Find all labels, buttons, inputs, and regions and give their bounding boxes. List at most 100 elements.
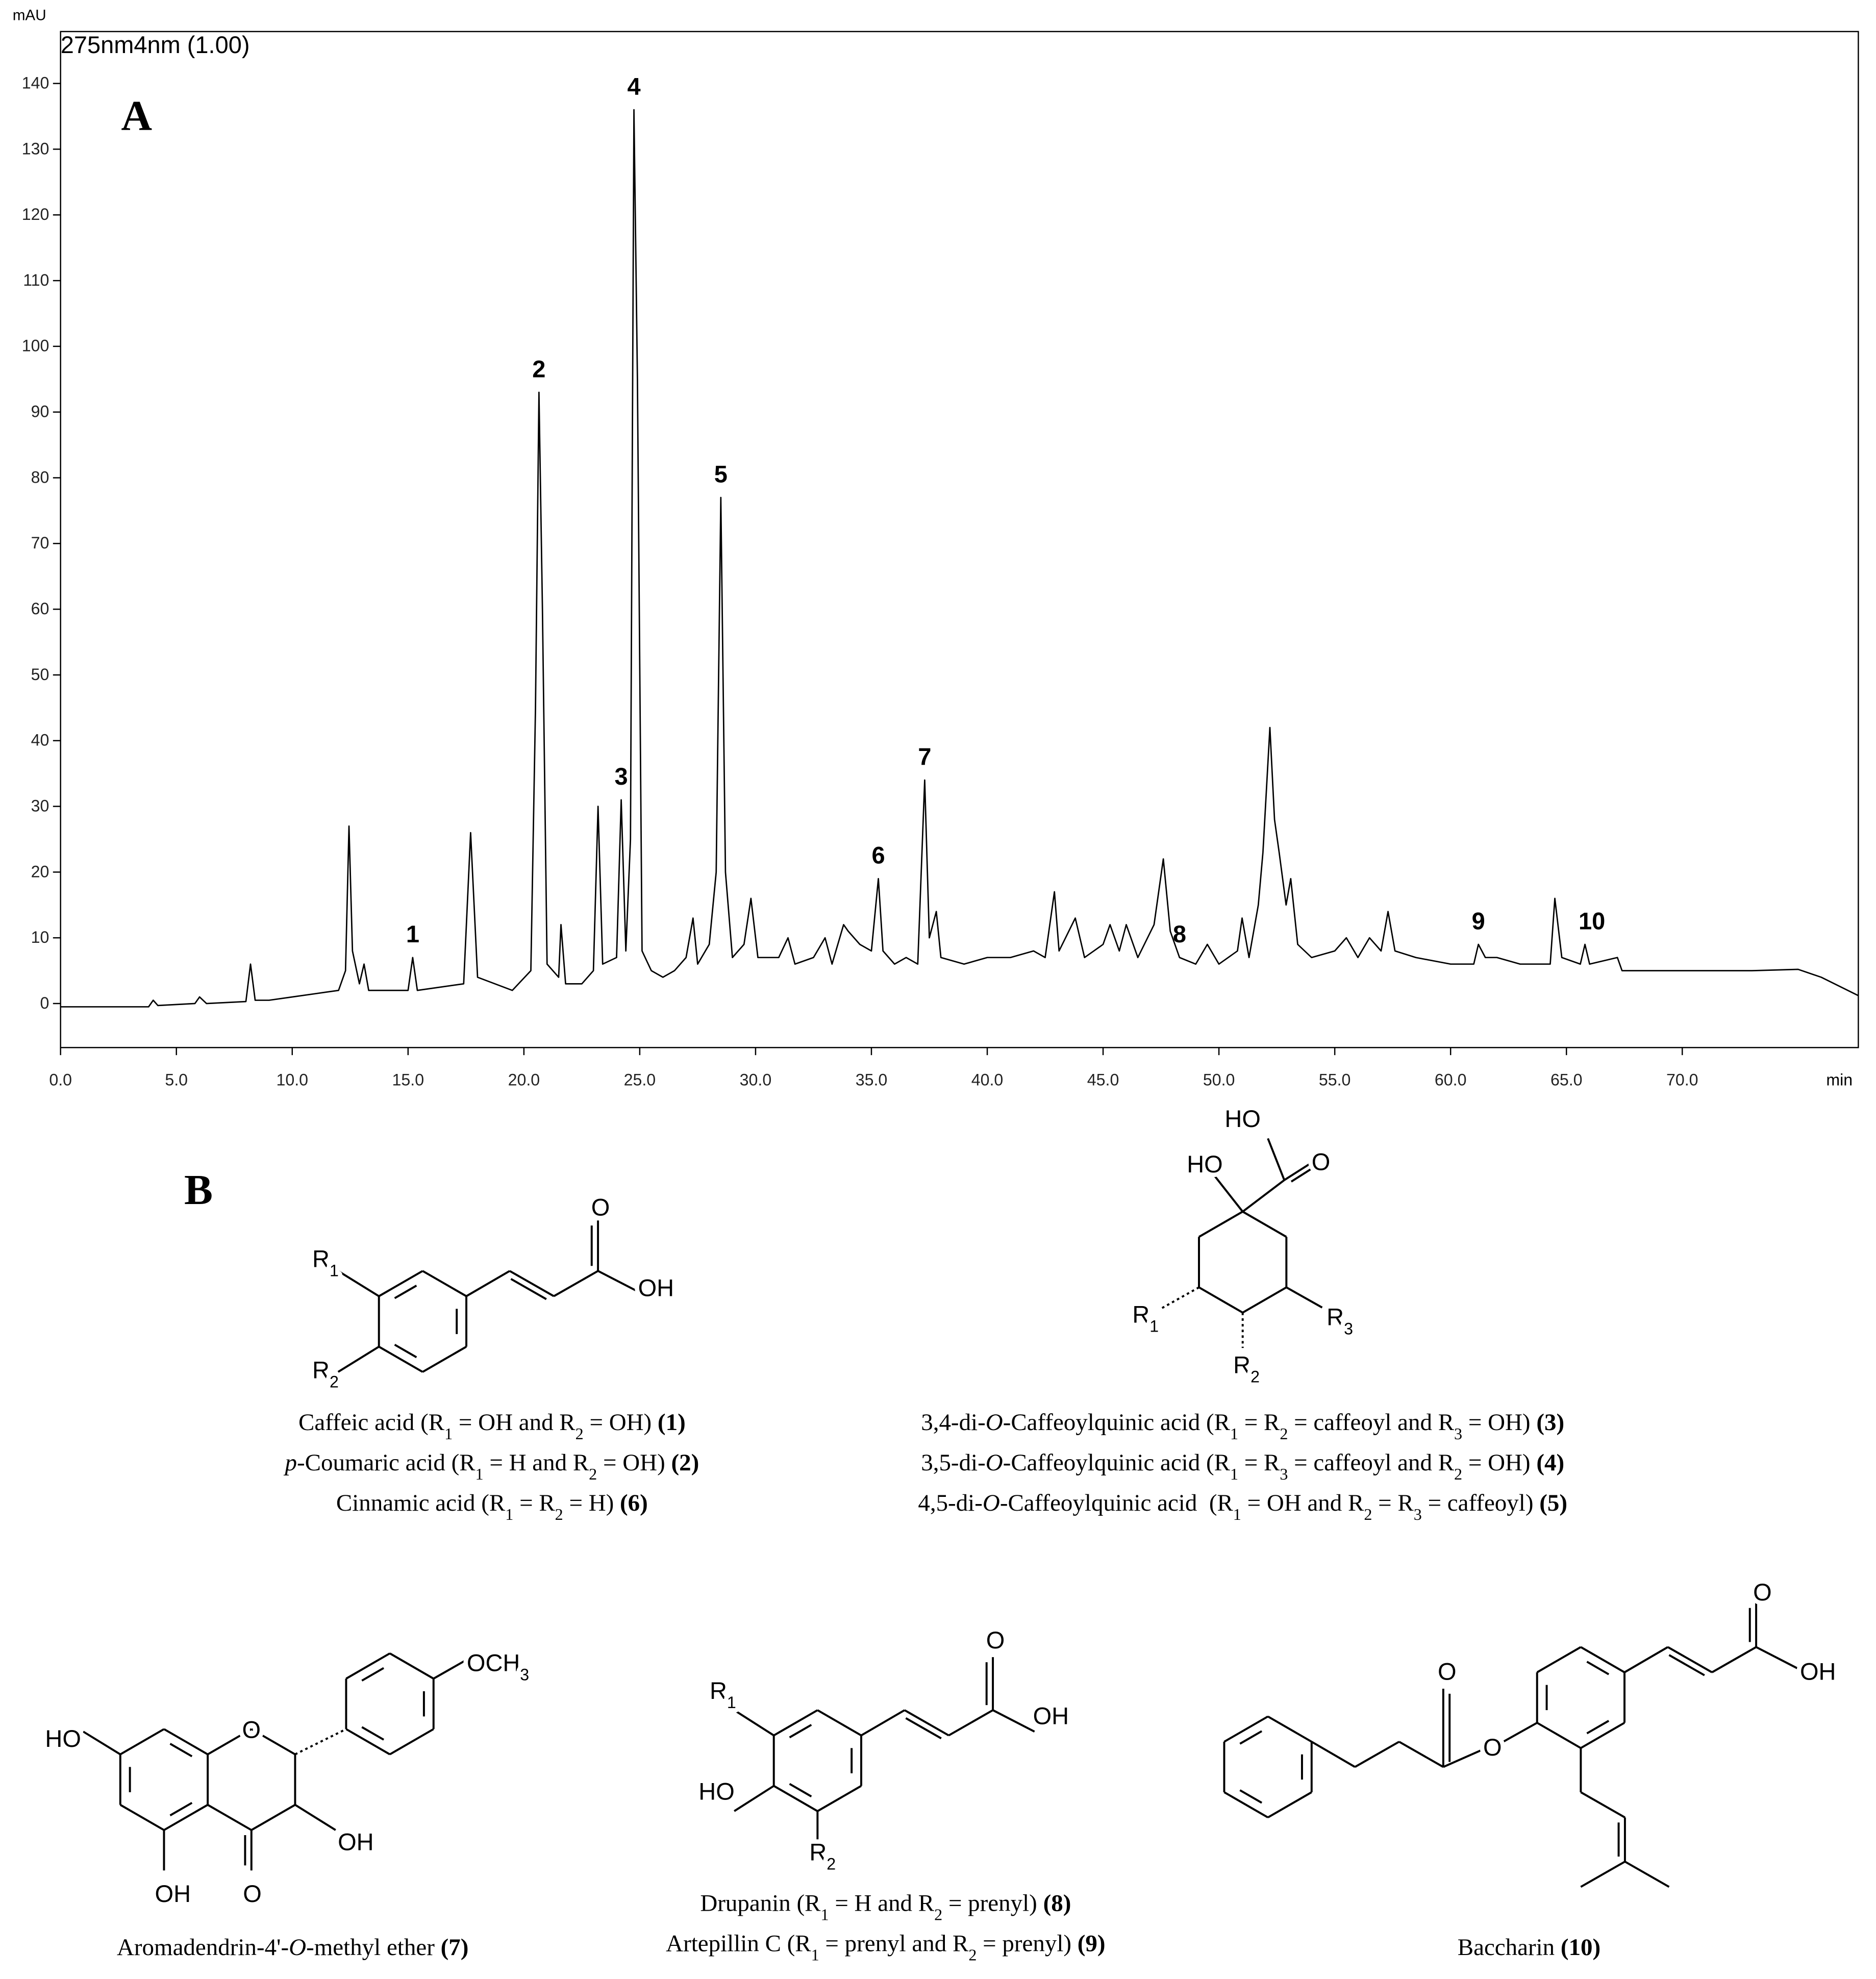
caption-run: (1) [658,1409,686,1436]
caption-run: 2 [934,1905,942,1923]
atom-symbol: O [986,1626,1005,1654]
caption-run: 4,5-di- [918,1490,983,1516]
caption-run: = OH and R [1241,1490,1364,1516]
x-tick-label: 35.0 [856,1071,888,1089]
bond [378,1345,423,1373]
bond [1624,1861,1670,1888]
bond [1198,1286,1243,1314]
caption-run: (9) [1078,1931,1106,1957]
plot-frame [60,31,1859,1048]
bond [294,1728,347,1756]
bond [817,1709,862,1737]
caption-run: (5) [1539,1490,1567,1516]
bond [734,1785,774,1812]
caption-line: p-Coumaric acid (R1 = H and R2 = OH) (2) [283,1449,699,1483]
atom-label: O [986,1626,1005,1654]
bond [1536,1722,1582,1749]
bond [394,1343,417,1359]
bond [1214,1175,1244,1213]
y-tick-label: 70 [31,534,49,552]
atom-symbol: OH [1033,1702,1069,1729]
caption-run: = caffeoyl and R [1288,1409,1454,1436]
caption-run: -methyl ether [306,1934,440,1961]
bond [337,1270,380,1297]
y-tick-label: 140 [22,73,49,92]
peak-label: 1 [406,920,419,947]
x-tick-label: 45.0 [1087,1071,1119,1089]
atom-label: O [1438,1658,1457,1685]
atom-symbol: O [242,1716,261,1743]
bond [83,1731,121,1756]
bond [1286,1286,1323,1309]
caption-run: (6) [620,1490,648,1516]
y-tick-label: 20 [31,862,49,881]
bond [905,1717,942,1740]
caption-run: 2 [576,1424,584,1443]
atom-symbol: O [243,1880,262,1907]
atom-label: O [1312,1148,1331,1175]
caption-run: = OH and R [453,1409,576,1436]
atom-label: HO [1224,1105,1260,1132]
bond [337,1345,380,1373]
bond [1586,1720,1610,1735]
atom-label: O [1753,1579,1772,1606]
peak-label: 8 [1173,920,1186,947]
atom-symbol: R [312,1356,330,1383]
bond [1284,1161,1313,1181]
caption-run: 3 [1280,1465,1288,1483]
chromatogram-trace [60,109,1859,1008]
caption-line: Cinnamic acid (R1 = R2 = H) (6) [336,1490,648,1523]
caption-run: = OH) [1462,1449,1536,1476]
panel-label: A [121,92,152,140]
bond [1242,1286,1287,1314]
bond [1536,1646,1582,1673]
panel-label: B [184,1166,213,1214]
x-tick-label: 5.0 [165,1071,188,1089]
bond [1267,1715,1312,1743]
bond [422,1345,467,1373]
peak-label: 6 [872,842,885,869]
caption-run: = R [1372,1490,1414,1516]
atom-subscript: 1 [1149,1317,1159,1336]
atom-label: O [591,1193,610,1220]
y-tick-label: 130 [22,139,49,158]
x-tick-label: 20.0 [508,1071,540,1089]
atom-label: OH [1033,1702,1069,1729]
caption-run: O [986,1409,1003,1436]
bond [1223,1715,1269,1743]
annotation: 275nm4nm (1.00) [61,31,250,58]
atom-label: R1 [710,1677,736,1712]
atom-symbol: O [591,1193,610,1220]
bond [773,1785,818,1812]
atom-symbol: OH [1800,1658,1836,1685]
caption-run: = R [1238,1449,1280,1476]
bond [345,1652,391,1680]
caption-run: Artepillin C (R [666,1931,811,1957]
bond [394,1285,417,1299]
bond [789,1724,812,1739]
caption-run: (10) [1561,1934,1600,1961]
caption-run: 3 [1454,1424,1462,1443]
atom-subscript: 1 [330,1262,339,1280]
caption-run: = prenyl) [942,1890,1043,1916]
bond [1586,1661,1610,1675]
x-tick-label: 0.0 [49,1071,72,1089]
atom-symbol: OH [155,1880,191,1907]
caption-run: Aromadendrin-4'- [117,1934,289,1961]
bond [1443,1747,1487,1768]
bond [1239,1789,1263,1804]
caption-run: Drupanin (R [700,1890,821,1916]
caption-run: 1 [1230,1465,1238,1483]
bond [1160,1286,1199,1310]
atom-label: O [1483,1734,1502,1761]
caption-line: 4,5-di-O-Caffeoylquinic acid (R1 = OH an… [918,1490,1567,1523]
bond [1668,1654,1705,1676]
x-tick-label: 10.0 [277,1071,309,1089]
caption-run: 2 [1454,1465,1462,1483]
y-tick-label: 50 [31,665,49,684]
x-tick-label: 50.0 [1203,1071,1235,1089]
atom-subscript: 2 [330,1372,339,1391]
caption-run: p [283,1449,296,1476]
bond [817,1785,862,1812]
